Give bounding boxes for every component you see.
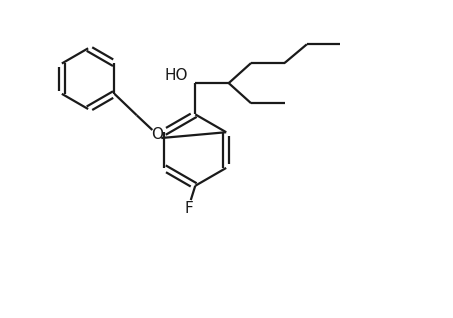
Text: HO: HO (165, 68, 188, 83)
Text: O: O (151, 127, 163, 142)
Text: F: F (184, 202, 193, 217)
